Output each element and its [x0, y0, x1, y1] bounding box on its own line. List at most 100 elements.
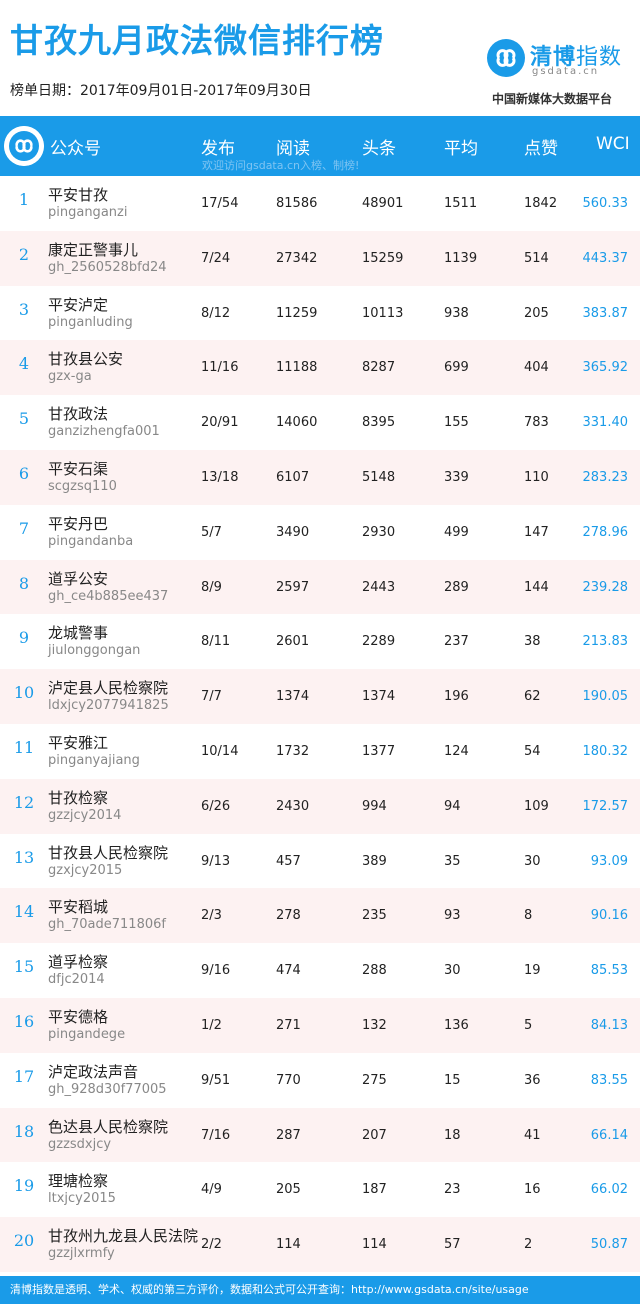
average-reads: 93 [444, 908, 461, 924]
publish-count: 6/26 [201, 798, 231, 814]
table-row[interactable]: 6 平安石渠 scgzsq110 13/18 6107 5148 339 110 283.23 [0, 449, 640, 505]
table-row[interactable]: 14 平安稻城 gh_70ade711806f 2/3 278 235 93 8 90.16 [0, 888, 640, 944]
read-count: 11259 [276, 305, 318, 321]
table-row[interactable]: 16 平安德格 pingandege 1/2 271 132 136 5 84.13 [0, 997, 640, 1053]
table-row[interactable]: 20 甘孜州九龙县人民法院 gzzjlxrmfy 2/2 114 114 57 2 50.87 [0, 1217, 640, 1272]
account-id: dfjc2014 [48, 972, 105, 988]
table-row[interactable]: 8 道孚公安 gh_ce4b885ee437 8/9 2597 2443 289 144 239… [0, 559, 640, 615]
read-count: 2430 [276, 798, 310, 814]
rank-number: 18 [13, 1121, 35, 1141]
column-header-headline: 头条 [362, 139, 396, 159]
column-header-reads: 阅读 [276, 139, 310, 159]
table-row[interactable]: 13 甘孜县人民检察院 gzxjcy2015 9/13 457 389 35 30 93.09 [0, 834, 640, 889]
account-id: ganzizhengfa001 [48, 424, 160, 440]
rank-number: 19 [13, 1176, 35, 1196]
rank-number: 20 [13, 1231, 35, 1251]
headline-reads: 994 [362, 798, 387, 814]
account-name: 平安丹巴 [48, 514, 109, 533]
wci-score: 560.33 [582, 196, 629, 211]
headline-reads: 5148 [362, 469, 396, 485]
infinity-loop-icon [487, 39, 525, 77]
table-row[interactable]: 15 道孚检察 dfjc2014 9/16 474 288 30 19 85.53 [0, 943, 640, 998]
headline-reads: 10113 [362, 305, 404, 321]
account-name: 甘孜政法 [48, 405, 109, 424]
ranking-table-body: 1 平安甘孜 pinganganzi 17/54 81586 48901 1511 1842 5… [0, 176, 640, 1272]
page-footer: 清博指数是透明、学术、权威的第三方评价，数据和公式可公开查询：http://ww… [0, 1276, 640, 1304]
rank-number: 7 [18, 518, 30, 538]
like-count: 514 [524, 250, 549, 266]
average-reads: 499 [444, 524, 469, 540]
account-id: gzzsdxjcy [48, 1136, 112, 1152]
account-id: pinganyajiang [48, 752, 140, 768]
headline-reads: 288 [362, 963, 387, 979]
average-reads: 94 [444, 798, 461, 814]
publish-count: 2/3 [201, 908, 222, 924]
average-reads: 136 [444, 1017, 469, 1033]
table-row[interactable]: 4 甘孜县公安 gzx-ga 11/16 11188 8287 699 404 365.92 [0, 340, 640, 396]
read-count: 278 [276, 908, 301, 924]
read-count: 3490 [276, 524, 310, 540]
account-name: 龙城警事 [48, 624, 109, 643]
publish-count: 7/7 [201, 689, 222, 705]
account-name: 康定正警事儿 [48, 240, 139, 259]
account-id: pinganluding [48, 314, 133, 330]
wci-score: 283.23 [582, 469, 629, 485]
table-row[interactable]: 9 龙城警事 jiulonggongan 8/11 2601 2289 237 38 213.8… [0, 614, 640, 669]
account-name: 甘孜检察 [48, 788, 109, 807]
publish-count: 13/18 [201, 469, 239, 485]
like-count: 1842 [524, 196, 558, 211]
read-count: 27342 [276, 250, 318, 266]
table-row[interactable]: 5 甘孜政法 ganzizhengfa001 20/91 14060 8395 155 783… [0, 395, 640, 450]
page-title: 甘孜九月政法微信排行榜 [10, 21, 384, 60]
table-row[interactable]: 19 理塘检察 ltxjcy2015 4/9 205 187 23 16 66.02 [0, 1162, 640, 1217]
table-row[interactable]: 10 泸定县人民检察院 ldxjcy2077941825 7/7 1374 1374 196… [0, 669, 640, 724]
rank-number: 1 [18, 190, 30, 209]
like-count: 2 [524, 1237, 533, 1253]
publish-count: 9/51 [201, 1072, 231, 1088]
table-row[interactable]: 1 平安甘孜 pinganganzi 17/54 81586 48901 1511 1842 5… [0, 176, 640, 231]
like-count: 783 [524, 415, 549, 431]
account-id: pinganganzi [48, 205, 128, 220]
publish-count: 8/12 [201, 305, 231, 321]
account-name: 甘孜县公安 [48, 350, 124, 369]
table-row[interactable]: 7 平安丹巴 pingandanba 5/7 3490 2930 499 147 278.96 [0, 505, 640, 560]
table-row[interactable]: 12 甘孜检察 gzzjcy2014 6/26 2430 994 94 109 172.57 [0, 778, 640, 834]
table-row[interactable]: 2 康定正警事儿 gh_2560528bfd24 7/24 27342 15259 1139… [0, 230, 640, 286]
account-name: 平安稻城 [48, 898, 109, 917]
headline-reads: 2443 [362, 579, 396, 595]
account-name: 道孚公安 [48, 569, 109, 588]
headline-reads: 48901 [362, 196, 404, 211]
table-row[interactable]: 3 平安泸定 pinganluding 8/12 11259 10113 938 205 383… [0, 286, 640, 341]
publish-count: 9/13 [201, 853, 231, 869]
headline-reads: 275 [362, 1072, 387, 1088]
brand-block[interactable]: 清博指数 gsdata.cn 中国新媒体大数据平台 [486, 38, 636, 110]
average-reads: 23 [444, 1182, 461, 1198]
column-header-wci: WCI [596, 134, 630, 154]
read-count: 457 [276, 853, 301, 869]
wci-score: 180.32 [582, 743, 629, 759]
rank-number: 16 [13, 1011, 35, 1031]
table-row[interactable]: 11 平安雅江 pinganyajiang 10/14 1732 1377 124 54 180… [0, 724, 640, 779]
rank-number: 12 [13, 792, 35, 812]
header-notice: 欢迎访问gsdata.cn入榜、制榜! [202, 159, 360, 172]
page-header: 甘孜九月政法微信排行榜 榜单日期：2017年09月01日-2017年09月30日… [0, 0, 640, 114]
headline-reads: 2289 [362, 634, 396, 650]
column-header-average: 平均 [444, 139, 478, 159]
account-name: 平安雅江 [48, 733, 109, 752]
average-reads: 339 [444, 469, 469, 485]
wci-score: 190.05 [582, 689, 629, 705]
ranking-date: 榜单日期：2017年09月01日-2017年09月30日 [10, 83, 312, 99]
read-count: 114 [276, 1237, 301, 1253]
account-id: gh_2560528bfd24 [48, 259, 167, 275]
average-reads: 18 [444, 1127, 461, 1143]
wci-score: 383.87 [582, 305, 629, 321]
rank-number: 8 [18, 573, 30, 593]
table-row[interactable]: 18 色达县人民检察院 gzzsdxjcy 7/16 287 207 18 41 66.14 [0, 1107, 640, 1163]
table-row[interactable]: 17 泸定政法声音 gh_928d30f77005 9/51 770 275 15 36 83.… [0, 1053, 640, 1108]
account-name: 泸定县人民检察院 [48, 679, 169, 698]
publish-count: 4/9 [201, 1182, 222, 1198]
rank-number: 15 [13, 957, 35, 977]
like-count: 147 [524, 524, 549, 540]
account-id: ltxjcy2015 [48, 1191, 116, 1207]
headline-reads: 235 [362, 908, 387, 924]
